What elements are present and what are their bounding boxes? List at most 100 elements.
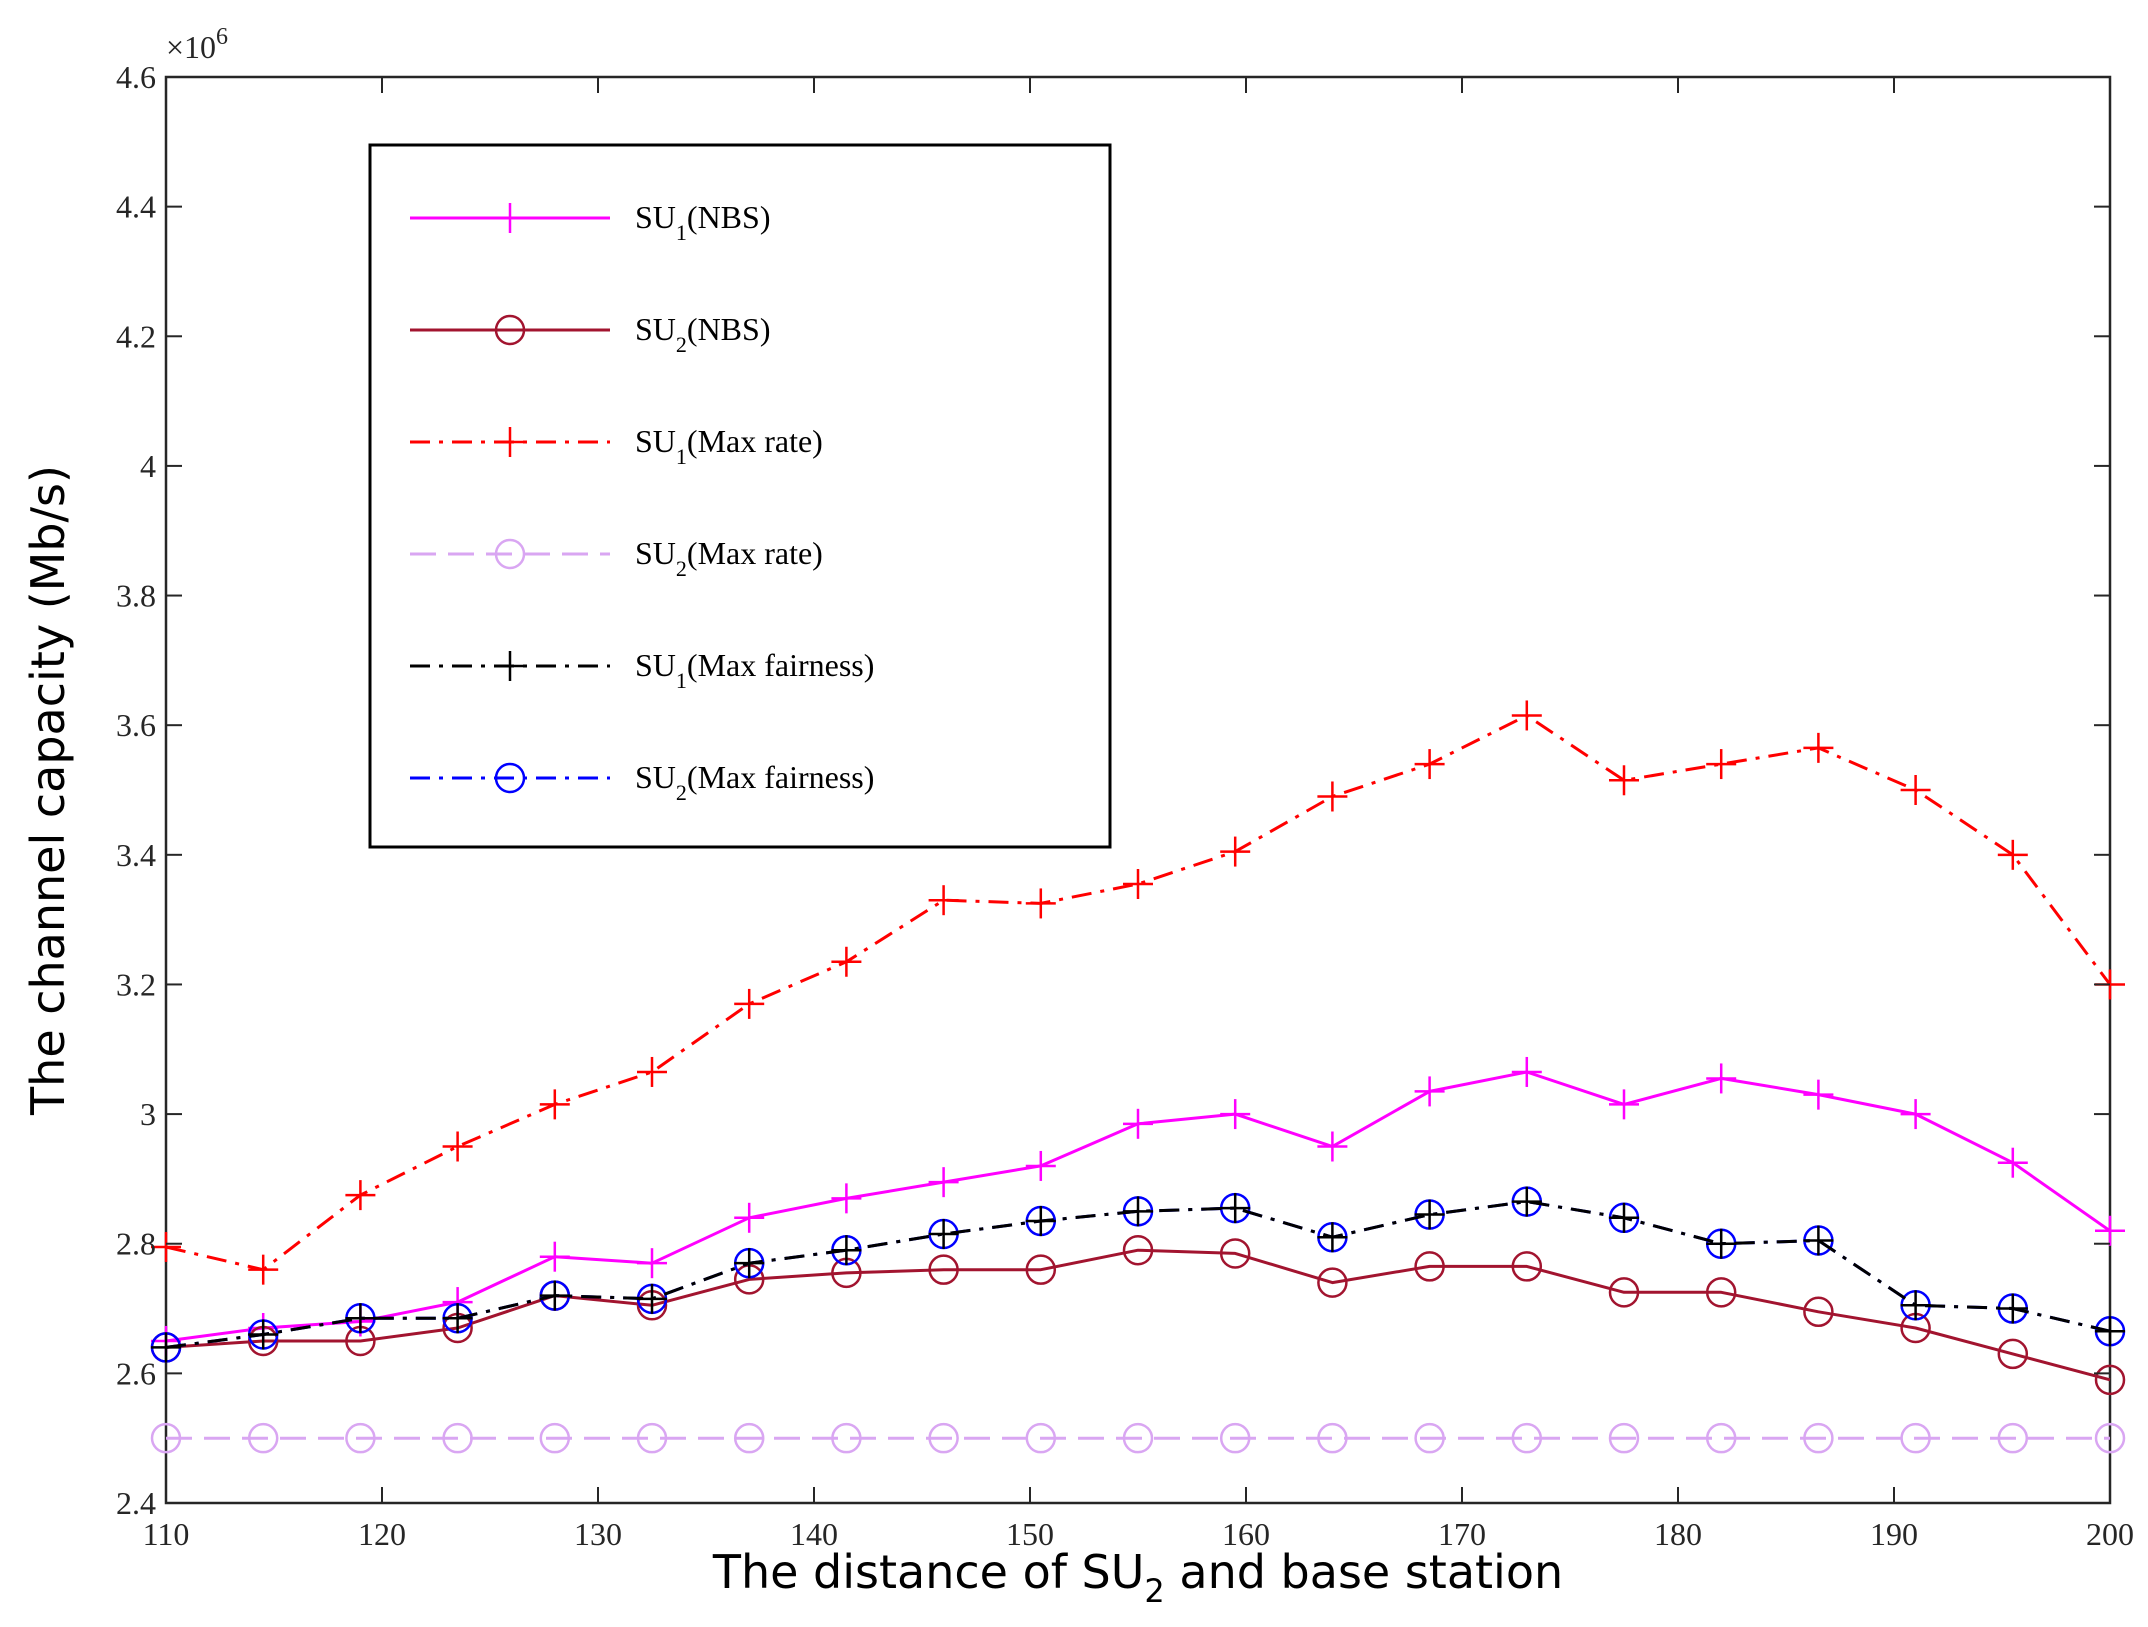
legend-marker bbox=[494, 762, 526, 794]
data-point bbox=[1997, 839, 2028, 870]
x-tick-label: 160 bbox=[1222, 1516, 1270, 1552]
data-point bbox=[1025, 1150, 1056, 1181]
data-point bbox=[928, 1254, 959, 1285]
y-tick-label: 2.4 bbox=[116, 1485, 156, 1521]
data-point bbox=[2095, 1215, 2125, 1246]
data-point bbox=[1803, 1225, 1834, 1256]
series-2 bbox=[151, 700, 2125, 1285]
data-point bbox=[1900, 1290, 1931, 1321]
data-point bbox=[1123, 1108, 1153, 1139]
data-point bbox=[1900, 1422, 1931, 1454]
legend-box bbox=[368, 143, 1112, 849]
data-point bbox=[636, 1422, 668, 1454]
legend-label: SU1(Max rate) bbox=[635, 423, 823, 469]
data-point bbox=[831, 1422, 862, 1454]
x-tick-label: 170 bbox=[1438, 1516, 1486, 1552]
data-point bbox=[637, 1056, 667, 1087]
data-point bbox=[1511, 1056, 1542, 1087]
data-point bbox=[1220, 836, 1251, 867]
data-point bbox=[1122, 1422, 1154, 1454]
data-point bbox=[1803, 1079, 1834, 1110]
legend-marker bbox=[494, 314, 526, 346]
data-point bbox=[1706, 1063, 1737, 1094]
x-tick-label: 200 bbox=[2086, 1516, 2134, 1552]
data-point bbox=[1706, 749, 1737, 780]
data-point bbox=[1803, 732, 1834, 763]
data-point bbox=[442, 1303, 473, 1334]
data-point bbox=[1025, 888, 1056, 919]
data-point bbox=[1317, 1422, 1348, 1454]
data-point bbox=[1900, 1099, 1931, 1130]
series-line bbox=[165, 714, 2112, 1272]
legend-marker bbox=[495, 427, 525, 457]
series-line bbox=[165, 1248, 2111, 1382]
data-point bbox=[150, 1422, 182, 1454]
data-point bbox=[1122, 1234, 1154, 1266]
data-point bbox=[637, 1248, 667, 1279]
y-tick-label: 3.8 bbox=[116, 578, 156, 614]
data-point bbox=[1317, 1267, 1348, 1298]
legend-item: SU2(Max fairness) bbox=[410, 759, 874, 805]
x-tick-label: 110 bbox=[143, 1516, 190, 1552]
x-tick-label: 190 bbox=[1870, 1516, 1918, 1552]
data-point bbox=[637, 1283, 667, 1314]
legend: SU1(NBS) SU2(NBS) SU1(Max rate) SU2(Max rat… bbox=[368, 143, 1112, 849]
legend-item: SU2(NBS) bbox=[410, 311, 770, 357]
data-point bbox=[1025, 1206, 1056, 1237]
y-axis-label: The channel capacity (Mb/s) bbox=[21, 465, 75, 1116]
data-point bbox=[1220, 1099, 1251, 1130]
data-point bbox=[1511, 1251, 1543, 1282]
data-point bbox=[248, 1319, 279, 1350]
data-point bbox=[928, 1167, 959, 1198]
data-point bbox=[345, 1180, 376, 1211]
y-tick-label: 3.2 bbox=[116, 966, 156, 1002]
legend-label: SU2(NBS) bbox=[635, 311, 770, 357]
data-point bbox=[1609, 765, 1639, 796]
y-tick-label: 4.2 bbox=[116, 318, 156, 354]
data-point bbox=[1414, 749, 1445, 780]
data-point bbox=[345, 1422, 376, 1454]
data-point bbox=[734, 1248, 765, 1279]
legend-item: SU1(Max fairness) bbox=[410, 647, 874, 693]
legend-item: SU1(Max rate) bbox=[410, 423, 823, 469]
data-point bbox=[539, 1241, 570, 1272]
x-axis-label: The distance of SU2 and base station bbox=[712, 1545, 1563, 1610]
data-point bbox=[1997, 1338, 2029, 1370]
data-point bbox=[345, 1303, 376, 1334]
y-tick-label: 3 bbox=[140, 1096, 156, 1132]
y-tick-label: 2.6 bbox=[116, 1355, 156, 1391]
x-tick-label: 140 bbox=[790, 1516, 838, 1552]
legend-marker bbox=[495, 203, 525, 233]
series-line bbox=[165, 1200, 2111, 1349]
data-point bbox=[1220, 1193, 1251, 1224]
x-tick-label: 120 bbox=[358, 1516, 406, 1552]
y-tick-label: 2.8 bbox=[116, 1226, 156, 1262]
y-tick-label: 4.6 bbox=[116, 59, 156, 95]
data-point bbox=[1511, 1422, 1543, 1454]
y-tick-label: 3.6 bbox=[116, 707, 156, 743]
data-point bbox=[928, 885, 959, 916]
y-tick-label: 3.4 bbox=[116, 837, 156, 873]
data-point bbox=[1219, 1422, 1251, 1454]
data-point bbox=[1900, 775, 1931, 805]
data-point bbox=[442, 1131, 473, 1162]
data-point bbox=[1414, 1199, 1445, 1230]
data-point bbox=[2094, 1422, 2126, 1454]
data-point bbox=[831, 1235, 862, 1266]
data-point bbox=[734, 988, 765, 1019]
series-layer bbox=[150, 700, 2126, 1454]
y-tick-label: 4.4 bbox=[116, 189, 156, 225]
legend-marker bbox=[495, 651, 525, 681]
data-point bbox=[1706, 1228, 1737, 1259]
data-point bbox=[1414, 1076, 1445, 1107]
data-point bbox=[442, 1422, 473, 1454]
x-tick-label: 130 bbox=[574, 1516, 622, 1552]
x-tick-label: 180 bbox=[1654, 1516, 1702, 1552]
data-point bbox=[1997, 1293, 2028, 1324]
data-point bbox=[2094, 1364, 2126, 1396]
data-point bbox=[1609, 1202, 1639, 1233]
legend-item: SU2(Max rate) bbox=[410, 535, 823, 581]
data-point bbox=[539, 1422, 571, 1454]
data-point bbox=[1025, 1422, 1057, 1454]
